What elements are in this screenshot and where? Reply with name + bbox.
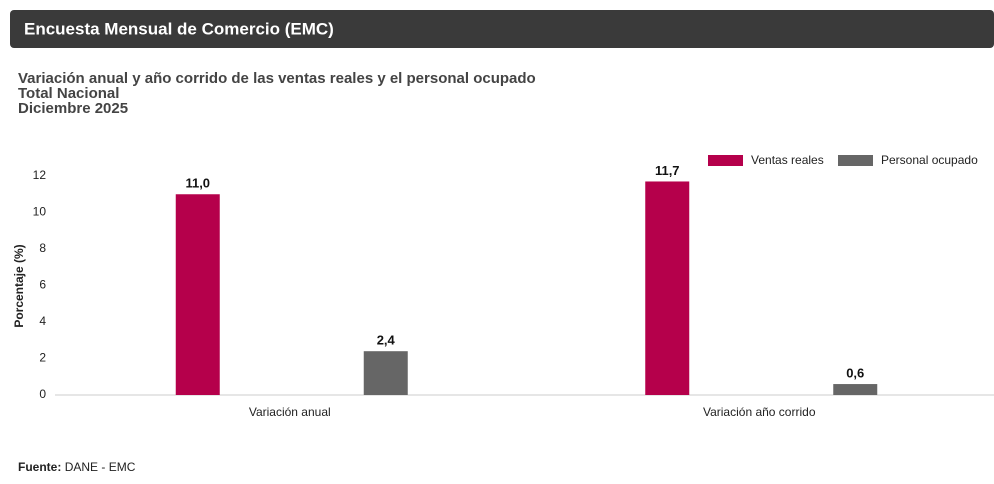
x-tick-label: Variación anual xyxy=(249,405,331,419)
chart-subtitle: Diciembre 2025 xyxy=(18,100,128,117)
legend-swatch xyxy=(838,155,873,166)
data-label: 2,4 xyxy=(377,333,396,348)
header-title: Encuesta Mensual de Comercio (EMC) xyxy=(24,19,334,38)
y-tick-label: 10 xyxy=(33,205,47,219)
legend-label: Personal ocupado xyxy=(881,153,978,167)
chart-title: Variación anual y año corrido de las ven… xyxy=(18,70,536,87)
bar xyxy=(175,194,220,395)
y-tick-label: 8 xyxy=(39,241,46,255)
y-tick-label: 6 xyxy=(39,278,46,292)
data-label: 0,6 xyxy=(846,365,864,380)
bar xyxy=(645,181,690,395)
y-tick-label: 4 xyxy=(39,314,46,328)
footer-label: Fuente: xyxy=(18,460,61,474)
legend-swatch xyxy=(708,155,743,166)
y-axis-label: Porcentaje (%) xyxy=(12,244,26,327)
x-tick-label: Variación año corrido xyxy=(703,405,816,419)
chart-subtitle: Total Nacional xyxy=(18,85,119,102)
footer-text: DANE - EMC xyxy=(65,460,136,474)
y-tick-label: 2 xyxy=(39,351,46,365)
bar xyxy=(363,351,408,395)
legend-label: Ventas reales xyxy=(751,153,824,167)
bar xyxy=(833,384,878,395)
data-label: 11,0 xyxy=(185,176,210,191)
y-tick-label: 12 xyxy=(33,168,47,182)
header-bar xyxy=(10,10,994,48)
footer: Fuente: DANE - EMC xyxy=(18,460,136,474)
data-label: 11,7 xyxy=(655,163,680,178)
y-tick-label: 0 xyxy=(39,387,46,401)
